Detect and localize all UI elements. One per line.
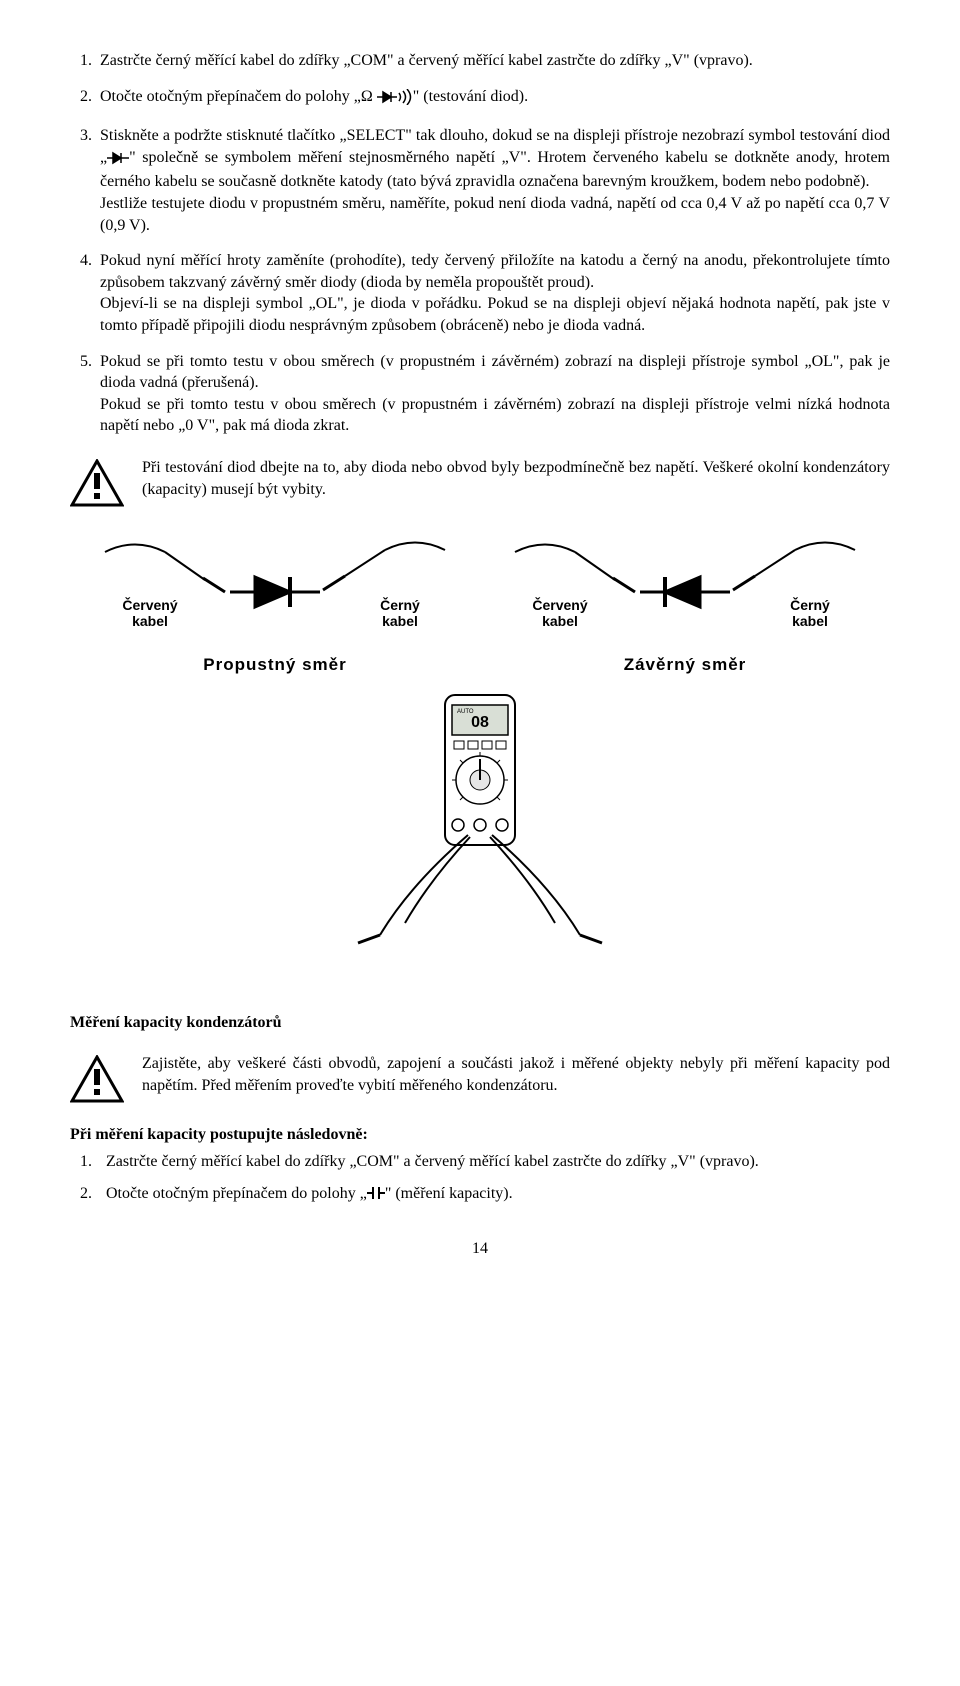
svg-text:Červený: Červený [122,596,177,613]
step-5-text-b: Pokud se při tomto testu v obou směrech … [100,396,890,435]
svg-text:Černý: Černý [790,596,830,613]
warning-triangle-icon [70,459,124,514]
step-4: Pokud nyní měřící hroty zaměníte (prohod… [96,250,890,336]
svg-text:kabel: kabel [542,613,578,629]
page-number: 14 [70,1238,890,1260]
step-2-text-b: " (testování diod). [413,88,528,105]
cap-step-2a: Otočte otočným přepínačem do polohy „ [106,1185,367,1202]
svg-text:kabel: kabel [132,613,168,629]
svg-text:kabel: kabel [792,613,828,629]
cap-step-2: Otočte otočným přepínačem do polohy „ " (… [96,1183,890,1208]
warning-block-2: Zajistěte, aby veškeré části obvodů, zap… [70,1053,890,1110]
step-3: Stiskněte a podržte stisknuté tlačítko „… [96,125,890,236]
capacity-steps: Zastrčte černý měřící kabel do zdířky „C… [70,1151,890,1207]
warning-triangle-icon-2 [70,1055,124,1110]
warning-block-1: Při testování diod dbejte na to, aby dio… [70,457,890,514]
forward-diagram: Červený kabel Černý kabel Propustný směr [78,532,472,678]
diode-icon [107,150,129,172]
step-4-text-b: Objeví-li se na displeji symbol „OL", je… [100,295,890,334]
multimeter-illustration: 08 AUTO [70,685,890,952]
warning-text-1: Při testování diod dbejte na to, aby dio… [142,457,890,500]
step-3-text-c: Jestliže testujete diodu v propustném sm… [100,195,890,234]
diode-diagrams: Červený kabel Černý kabel Propustný směr [70,532,890,678]
svg-text:08: 08 [471,714,489,731]
step-2: Otočte otočným přepínačem do polohy „Ω "… [96,86,890,112]
svg-text:AUTO: AUTO [457,709,474,715]
step-1: Zastrčte černý měřící kabel do zdířky „C… [96,50,890,72]
capacitor-icon [367,1185,385,1208]
reverse-caption: Závěrný směr [488,654,882,677]
step-5-text-a: Pokud se při tomto testu v obou směrech … [100,353,890,392]
capacity-heading: Měření kapacity kondenzátorů [70,1012,890,1034]
cap-step-2b: " (měření kapacity). [385,1185,513,1202]
svg-text:Černý: Černý [380,596,420,613]
step-2-text-a: Otočte otočným přepínačem do polohy „Ω [100,88,377,105]
instructions-list: Zastrčte černý měřící kabel do zdířky „C… [70,50,890,437]
step-4-text-a: Pokud nyní měřící hroty zaměníte (prohod… [100,252,890,291]
cap-step-1: Zastrčte černý měřící kabel do zdířky „C… [96,1151,890,1173]
svg-text:Červený: Červený [532,596,587,613]
step-3-text-b: " společně se symbolem měření stejnosměr… [100,149,890,191]
svg-text:kabel: kabel [382,613,418,629]
warning-text-2: Zajistěte, aby veškeré části obvodů, zap… [142,1053,890,1096]
step-5: Pokud se při tomto testu v obou směrech … [96,351,890,437]
diode-sound-icon [377,89,413,112]
reverse-diagram: Červený kabel Černý kabel Závěrný směr [488,532,882,678]
capacity-subheading: Při měření kapacity postupujte následovn… [70,1124,890,1146]
forward-caption: Propustný směr [78,654,472,677]
